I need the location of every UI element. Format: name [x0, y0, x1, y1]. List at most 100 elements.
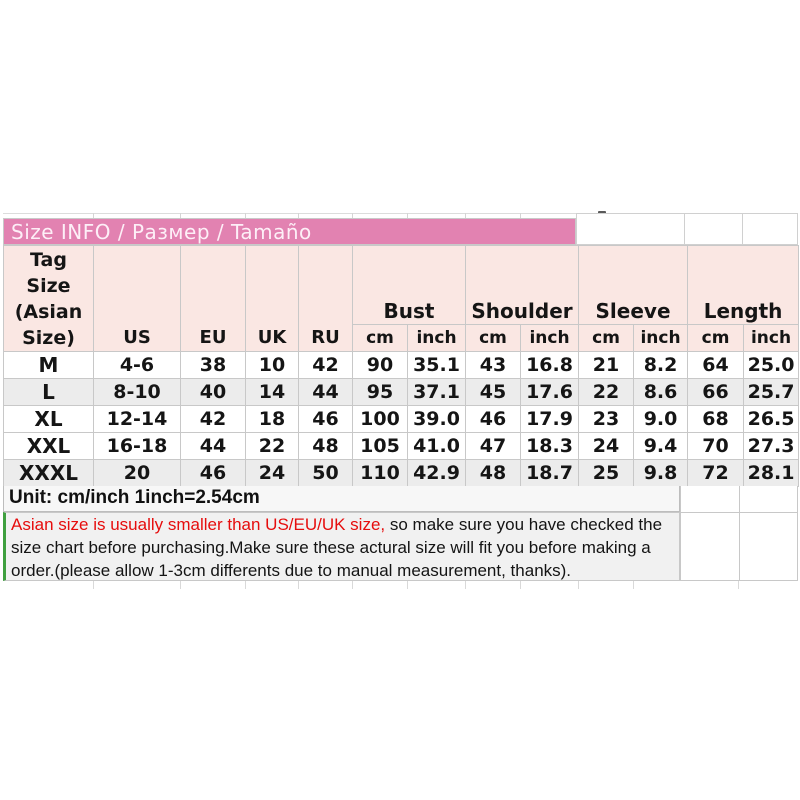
- measurement-cell: 68: [687, 405, 745, 433]
- size-tag-cell: XXXL: [3, 459, 94, 487]
- measurement-cell: 17.6: [520, 378, 580, 406]
- sheet-gridline-stub: [298, 213, 299, 219]
- size-tag-cell: XL: [3, 405, 94, 433]
- measurement-cell: 14: [245, 378, 299, 406]
- sheet-gridline-stub: [738, 581, 739, 589]
- sheet-gridline-stub: [180, 581, 181, 589]
- us-column-header: US: [93, 245, 181, 352]
- measurement-cell: 4-6: [93, 351, 181, 379]
- sheet-gridline: [739, 486, 740, 580]
- measurement-cell: 44: [298, 378, 353, 406]
- table-row: XL 12-14 42 18 46 100 39.0 46 17.9 23 9.0 68 26.5: [3, 405, 800, 433]
- measurement-cell: 18: [245, 405, 299, 433]
- disclaimer-note: Asian size is usually smaller than US/EU…: [3, 512, 680, 581]
- measurement-cell: 40: [180, 378, 246, 406]
- shoulder-group-header: Shoulder: [465, 245, 580, 325]
- measurement-cell: 9.8: [633, 459, 689, 487]
- shoulder-cm-header: cm: [465, 324, 522, 352]
- size-tag-cell: M: [3, 351, 94, 379]
- length-group-header: Length: [687, 245, 800, 325]
- measurement-cell: 47: [465, 432, 522, 460]
- measurement-cell: 35.1: [406, 351, 467, 379]
- sheet-gridline-stub: [407, 581, 408, 589]
- measurement-cell: 46: [465, 405, 522, 433]
- measurement-cell: 42.9: [406, 459, 467, 487]
- sheet-gridline-stub: [93, 213, 94, 219]
- bust-inch-header: inch: [406, 324, 467, 352]
- measurement-cell: 24: [578, 432, 635, 460]
- measurement-cell: 21: [578, 351, 635, 379]
- bust-cm-header: cm: [352, 324, 408, 352]
- sheet-gridline-stub: [465, 581, 466, 589]
- sheet-gridline-stub: [520, 213, 521, 219]
- sheet-gridline-stub: [578, 581, 579, 589]
- measurement-cell: 37.1: [406, 378, 467, 406]
- table-row: XXL 16-18 44 22 48 105 41.0 47 18.3 24 9.4 70 27.3: [3, 432, 800, 460]
- disclaimer-red-text: Asian size is usually smaller than US/EU…: [11, 515, 386, 534]
- measurement-cell: 27.3: [743, 432, 800, 460]
- header-row-units: cm inch cm inch cm inch cm inch: [4, 324, 800, 352]
- measurement-cell: 46: [180, 459, 246, 487]
- measurement-cell: 22: [578, 378, 635, 406]
- disclaimer-black-text: so make sure you have checked the size c…: [11, 515, 663, 580]
- size-tag-cell: L: [3, 378, 94, 406]
- sheet-gridline-stub: [93, 581, 94, 589]
- sheet-gridline-top: [3, 213, 798, 214]
- size-info-title: Size INFO / Размер / Tamaño: [11, 219, 312, 244]
- screenshot-artifact: [598, 211, 606, 214]
- measurement-cell: 39.0: [406, 405, 467, 433]
- measurement-cell: 8-10: [93, 378, 181, 406]
- size-table-body: M 4-6 38 10 42 90 35.1 43 16.8 21 8.2 64 25.0 L 8-10 40…: [3, 351, 800, 487]
- size-tag-cell: XXL: [3, 432, 94, 460]
- eu-column-header: EU: [180, 245, 246, 352]
- measurement-cell: 44: [180, 432, 246, 460]
- measurement-cell: 46: [298, 405, 353, 433]
- measurement-cell: 8.2: [633, 351, 689, 379]
- ru-column-header: RU: [298, 245, 353, 352]
- sheet-gridline: [681, 512, 797, 513]
- measurement-cell: 9.4: [633, 432, 689, 460]
- measurement-cell: 25: [578, 459, 635, 487]
- measurement-cell: 16.8: [520, 351, 580, 379]
- measurement-cell: 66: [687, 378, 745, 406]
- measurement-cell: 90: [352, 351, 408, 379]
- measurement-cell: 48: [298, 432, 353, 460]
- unit-note: Unit: cm/inch 1inch=2.54cm: [3, 486, 680, 512]
- sheet-gridline-stub: [245, 581, 246, 589]
- measurement-cell: 10: [245, 351, 299, 379]
- measurement-cell: 42: [180, 405, 246, 433]
- sheet-gridline: [742, 214, 743, 244]
- size-info-title-bar: Size INFO / Размер / Tamaño: [3, 218, 576, 245]
- measurement-cell: 105: [352, 432, 408, 460]
- measurement-cell: 24: [245, 459, 299, 487]
- size-table: Tag Size (Asian Size) US EU UK RU Bust S…: [3, 245, 800, 487]
- sheet-gridline-stub: [352, 581, 353, 589]
- measurement-cell: 45: [465, 378, 522, 406]
- measurement-cell: 100: [352, 405, 408, 433]
- measurement-cell: 110: [352, 459, 408, 487]
- measurement-cell: 28.1: [743, 459, 800, 487]
- measurement-cell: 48: [465, 459, 522, 487]
- header-row-groups: Tag Size (Asian Size) US EU UK RU Bust S…: [3, 245, 800, 352]
- measurement-cell: 64: [687, 351, 745, 379]
- sheet-gridline-stub: [298, 581, 299, 589]
- sleeve-inch-header: inch: [633, 324, 689, 352]
- sheet-gridline-stub: [465, 213, 466, 219]
- sheet-gridline-stub: [520, 581, 521, 589]
- measurement-cell: 50: [298, 459, 353, 487]
- measurement-cell: 26.5: [743, 405, 800, 433]
- sleeve-group-header: Sleeve: [578, 245, 689, 325]
- measurement-cell: 70: [687, 432, 745, 460]
- sheet-gridline-stub: [180, 213, 181, 219]
- measurement-cell: 18.7: [520, 459, 580, 487]
- table-row: M 4-6 38 10 42 90 35.1 43 16.8 21 8.2 64 25.0: [3, 351, 800, 379]
- length-inch-header: inch: [743, 324, 800, 352]
- sheet-gridline-stub: [245, 213, 246, 219]
- bust-group-header: Bust: [351, 245, 467, 325]
- measurement-cell: 8.6: [633, 378, 689, 406]
- sleeve-cm-header: cm: [578, 324, 635, 352]
- measurement-cell: 12-14: [93, 405, 181, 433]
- uk-column-header: UK: [245, 245, 299, 352]
- empty-sheet-cells-bottom: [680, 486, 798, 581]
